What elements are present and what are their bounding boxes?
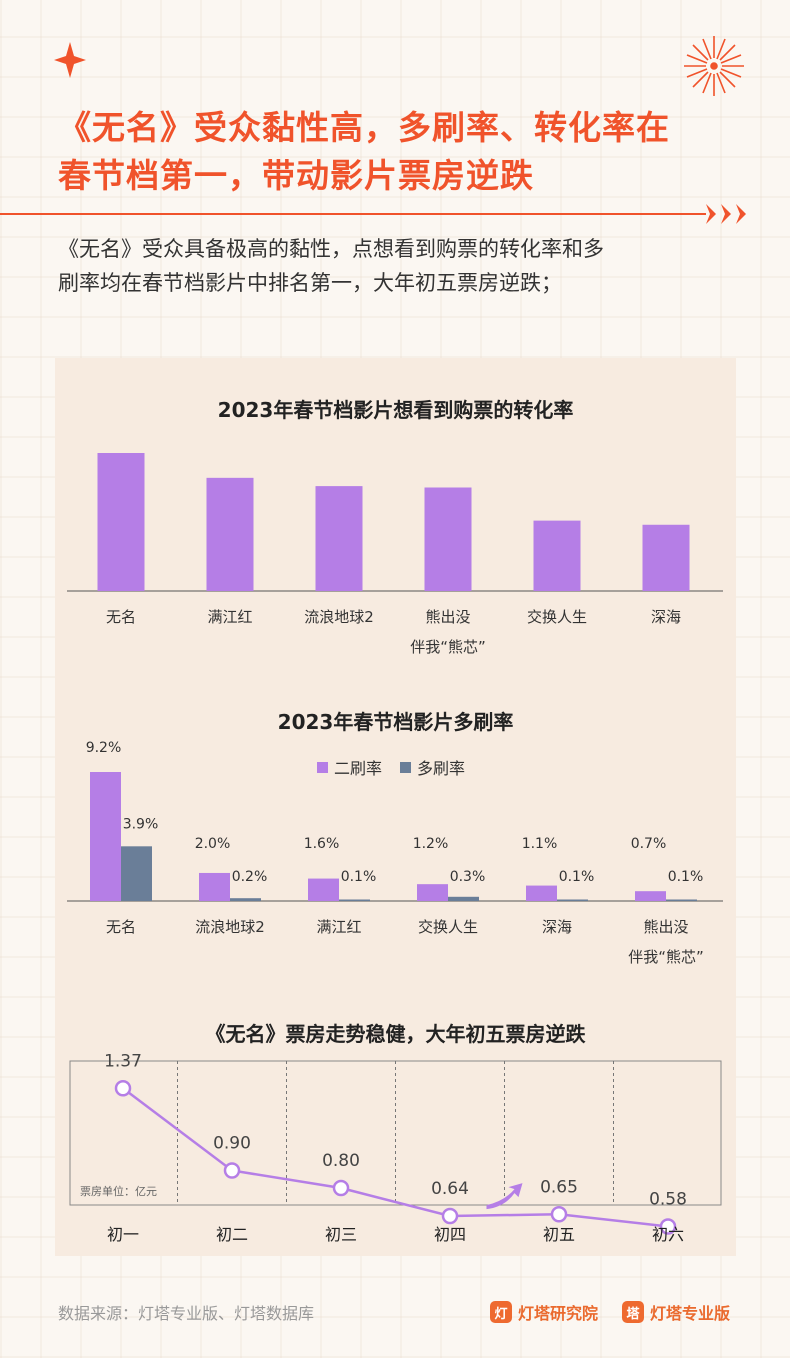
chart3-data-label: 0.58 xyxy=(649,1190,687,1210)
chart3-point xyxy=(441,1207,459,1225)
chart3-data-label: 1.37 xyxy=(104,1051,142,1071)
title-line-2: 春节档第一，带动影片票房逆跌 xyxy=(58,156,534,195)
chart2-bar-series2 xyxy=(339,899,370,901)
chart2-category-label: 深海 xyxy=(542,918,572,936)
chart2-data-label: 2.0% xyxy=(195,836,231,852)
brand-research: 灯 灯塔研究院 xyxy=(490,1298,598,1326)
triple-chevron-icon xyxy=(706,204,746,224)
chart1-category-label: 深海 xyxy=(651,608,681,626)
chart2-bar-series2 xyxy=(121,846,152,901)
intro-line-1: 《无名》受众具备极高的黏性，点想看到购票的转化率和多 xyxy=(58,237,604,261)
chart3-category-label: 初二 xyxy=(216,1225,248,1244)
chart3-category-label: 初一 xyxy=(107,1225,139,1244)
chart3-data-label: 0.90 xyxy=(213,1134,251,1154)
chart2-bar-series1 xyxy=(90,772,121,901)
chart2-bar-series1 xyxy=(308,878,339,901)
chart2-bar-series2 xyxy=(557,899,588,901)
chart3-data-label: 0.65 xyxy=(540,1177,578,1197)
title-divider xyxy=(0,213,706,215)
chart1-bar xyxy=(533,520,581,591)
legend-swatch xyxy=(400,761,412,773)
firework-icon xyxy=(684,36,744,96)
intro-text: 《无名》受众具备极高的黏性，点想看到购票的转化率和多 刷率均在春节档影片中排名第… xyxy=(58,232,738,300)
lighthouse-logo-icon: 灯 xyxy=(490,1301,512,1323)
chart2-category-label: 满江红 xyxy=(316,918,361,936)
chart3-title: 《无名》票房走势稳健，大年初五票房逆跌 xyxy=(205,1022,586,1046)
chart2-data-label: 1.6% xyxy=(304,836,340,852)
chart3-point xyxy=(223,1162,241,1179)
chart1-category-label: 无名 xyxy=(106,608,136,626)
decorations xyxy=(54,36,744,96)
chart2-data-label: 3.9% xyxy=(123,816,159,832)
chart2-data-label: 1.2% xyxy=(413,836,449,852)
brand-pro: 塔 灯塔专业版 xyxy=(622,1298,730,1326)
legend-label: 多刷率 xyxy=(417,759,466,778)
chart2-title: 2023年春节档影片多刷率 xyxy=(277,710,514,734)
chart2-bar-series1 xyxy=(635,891,666,901)
chart1-bar xyxy=(424,487,472,591)
chart3-unit-note: 票房单位：亿元 xyxy=(80,1184,157,1198)
chart3-point xyxy=(114,1080,132,1097)
chart2-data-label: 0.2% xyxy=(232,869,268,885)
title-line-1: 《无名》受众黏性高，多刷率、转化率在 xyxy=(58,108,670,147)
chart2-category-label: 无名 xyxy=(106,918,136,936)
legend-item-series1: 二刷率 xyxy=(317,755,382,779)
intro-line-2: 刷率均在春节档影片中排名第一，大年初五票房逆跌； xyxy=(58,271,562,295)
chart2-bar-series1 xyxy=(199,872,230,901)
sparkle-icon xyxy=(54,42,86,78)
chart2-data-label: 0.1% xyxy=(668,869,704,885)
chart1-category-label: 交换人生 xyxy=(527,608,587,626)
chart2-bar-series2 xyxy=(666,899,697,901)
page-title: 《无名》受众黏性高，多刷率、转化率在 春节档第一，带动影片票房逆跌 xyxy=(58,104,748,200)
chart2-bar-series2 xyxy=(448,896,479,901)
chart1-title: 2023年春节档影片想看到购票的转化率 xyxy=(217,398,574,422)
legend-item-series2: 多刷率 xyxy=(400,755,465,779)
brand-research-label: 灯塔研究院 xyxy=(518,1304,599,1323)
chart3-point xyxy=(659,1218,677,1235)
lighthouse-pro-logo-icon: 塔 xyxy=(622,1301,644,1323)
chart1-bar xyxy=(315,486,363,591)
chart3-data-label: 0.64 xyxy=(431,1179,469,1199)
chart2-data-label: 0.7% xyxy=(631,836,667,852)
chart3-data-label: 0.80 xyxy=(322,1151,360,1171)
chart1-bar xyxy=(206,477,254,591)
chart3-category-label: 初五 xyxy=(543,1225,575,1244)
chart3-category-label: 初三 xyxy=(325,1225,357,1244)
chart3-point xyxy=(550,1206,568,1223)
chart2-category-label: 伴我“熊芯” xyxy=(628,948,704,966)
legend-label: 二刷率 xyxy=(334,759,383,778)
chart2-category-label: 交换人生 xyxy=(418,918,478,936)
chart1-bar xyxy=(97,453,145,591)
legend-swatch xyxy=(317,761,328,773)
chart2-data-label: 0.1% xyxy=(341,869,377,885)
chart2-legend: 二刷率 多刷率 xyxy=(317,755,465,779)
chart2-category-label: 流浪地球2 xyxy=(195,918,265,936)
chart2-bar-series2 xyxy=(230,898,261,901)
chart2-data-label: 1.1% xyxy=(522,836,558,852)
chart3-category-label: 初四 xyxy=(434,1225,466,1244)
chart2-bar-series1 xyxy=(417,884,448,901)
chart1-bar xyxy=(642,524,690,591)
chart3-point xyxy=(332,1179,350,1197)
chart2-bar-series1 xyxy=(526,885,557,901)
chart2-data-label: 9.2% xyxy=(86,740,122,756)
chart3-category-label: 初六 xyxy=(652,1225,684,1244)
chart2-category-label: 熊出没 xyxy=(643,918,688,936)
chart3-line xyxy=(122,1087,669,1228)
brand-pro-label: 灯塔专业版 xyxy=(650,1304,731,1323)
chart1-category-label: 满江红 xyxy=(207,608,252,626)
data-source: 数据来源：灯塔专业版、灯塔数据库 xyxy=(58,1304,315,1323)
chart1-category-label: 伴我“熊芯” xyxy=(410,638,486,656)
chart1-category-label: 熊出没 xyxy=(425,608,470,626)
chart2-data-label: 0.1% xyxy=(559,869,595,885)
chart2-data-label: 0.3% xyxy=(450,869,486,885)
chart1-category-label: 流浪地球2 xyxy=(304,608,374,626)
chart-card: 2023年春节档影片想看到购票的转化率 2023年春节档影片多刷率 二刷率 多刷… xyxy=(55,358,736,1256)
trend-up-arrow-icon xyxy=(486,1183,523,1210)
